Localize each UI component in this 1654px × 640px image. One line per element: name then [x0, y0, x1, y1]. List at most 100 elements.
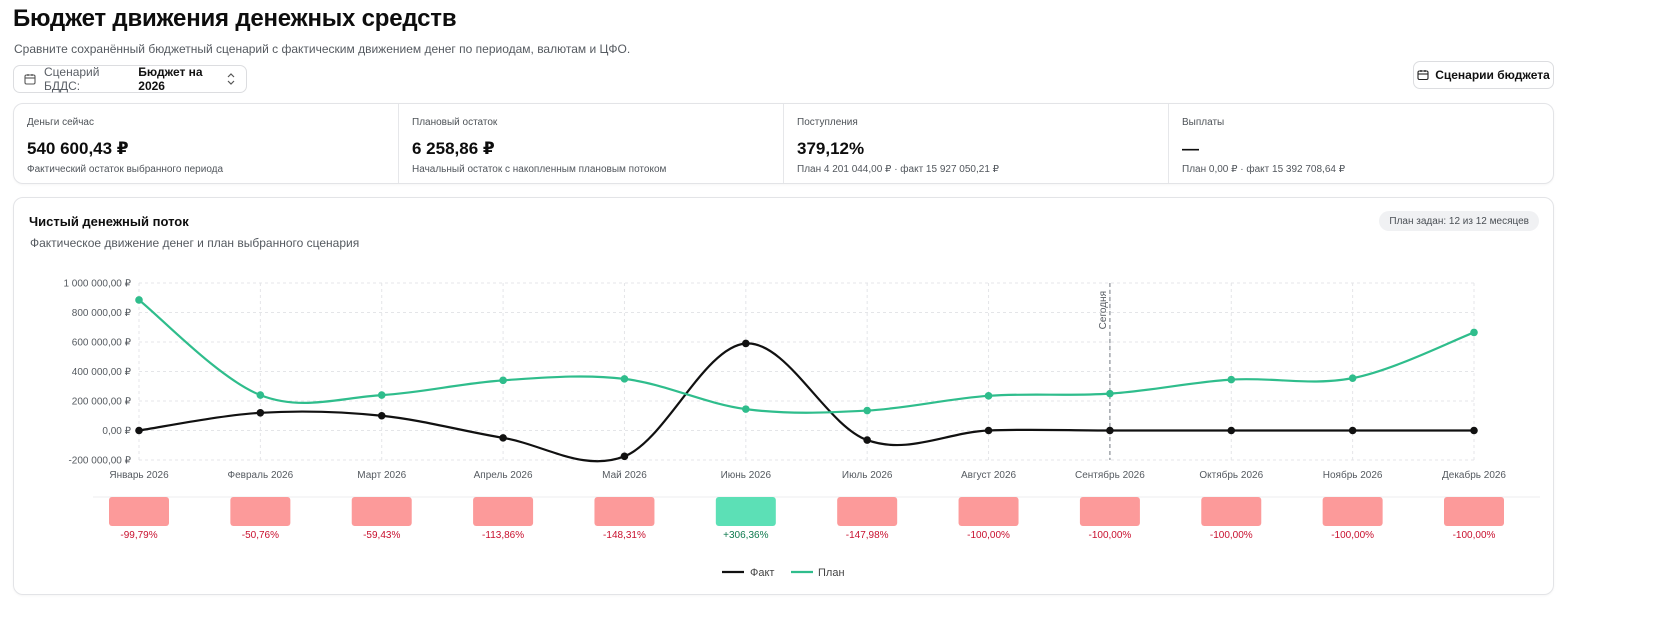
stat-value: 379,12%	[797, 139, 865, 158]
x-tick-label: Февраль 2026	[228, 470, 294, 481]
stat-card-money-now: Деньги сейчас 540 600,43 ₽ Фактический о…	[14, 104, 399, 183]
y-tick-label: 1 000 000,00 ₽	[63, 279, 131, 290]
page-subtitle: Сравните сохранённый бюджетный сценарий …	[14, 42, 631, 56]
data-point-plan	[377, 391, 386, 399]
deviation-bar	[473, 497, 534, 526]
series-line-plan	[138, 299, 1475, 414]
data-point-fact	[1227, 426, 1236, 435]
stat-note: План 0,00 ₽ · факт 15 392 708,64 ₽	[1182, 164, 1346, 175]
deviation-label: -147,98%	[846, 530, 889, 541]
data-point-fact	[1348, 426, 1357, 435]
data-point-fact	[742, 339, 750, 348]
data-point-fact	[620, 452, 629, 461]
data-point-plan	[1227, 375, 1236, 384]
data-point-plan	[620, 375, 629, 383]
data-point-fact	[1106, 426, 1114, 435]
chart-title: Чистый денежный поток	[29, 214, 189, 229]
x-tick-label: Октябрь 2026	[1199, 469, 1263, 481]
deviation-label: +306,36%	[723, 530, 768, 541]
deviation-label: -100,00%	[1089, 530, 1132, 541]
data-point-plan	[984, 392, 993, 400]
y-tick-label: 200 000,00 ₽	[72, 397, 132, 408]
x-tick-label: Апрель 2026	[474, 470, 533, 481]
data-point-plan	[499, 376, 507, 385]
page-title: Бюджет движения денежных средств	[13, 5, 457, 32]
deviation-bar	[109, 497, 169, 526]
data-point-plan	[863, 406, 871, 415]
stat-note: План 4 201 044,00 ₽ · факт 15 927 050,21…	[797, 164, 1000, 175]
stat-title: Деньги сейчас	[27, 117, 94, 128]
deviation-label: -100,00%	[1331, 530, 1374, 541]
data-point-plan	[1348, 374, 1357, 382]
deviation-bar	[351, 497, 412, 526]
net-cash-flow-card: Чистый денежный поток Фактическое движен…	[13, 197, 1554, 595]
scenario-select-value: Бюджет на 2026	[138, 65, 203, 93]
deviation-bar	[715, 497, 776, 526]
data-point-fact	[984, 426, 993, 435]
data-point-fact	[135, 426, 143, 435]
data-point-plan	[1470, 328, 1478, 337]
chart-subtitle: Фактическое движение денег и план выбран…	[30, 236, 360, 250]
scenario-select-label: Сценарий БДДС:	[44, 65, 100, 93]
deviation-bar	[594, 497, 655, 526]
calendar-icon	[24, 73, 36, 85]
deviation-bar	[1444, 497, 1504, 526]
stat-title: Выплаты	[1182, 117, 1225, 128]
stat-card-planned-balance: Плановый остаток 6 258,86 ₽ Начальный ос…	[399, 104, 784, 183]
deviation-label: -100,00%	[1453, 530, 1496, 541]
data-point-fact	[377, 411, 386, 420]
x-tick-label: Июнь 2026	[721, 470, 772, 481]
data-point-plan	[1106, 389, 1114, 398]
deviation-label: -113,86%	[482, 530, 524, 541]
data-point-fact	[499, 434, 507, 442]
y-tick-label: 0,00 ₽	[102, 426, 131, 437]
data-point-fact	[863, 436, 871, 444]
deviation-bar	[837, 497, 898, 526]
legend-label-fact: Факт	[750, 567, 774, 579]
chevron-up-down-icon	[226, 72, 236, 86]
series-line-fact	[138, 342, 1474, 463]
stat-note: Фактический остаток выбранного периода	[27, 164, 224, 175]
stat-title: Плановый остаток	[412, 117, 498, 128]
deviation-bar	[230, 497, 291, 526]
today-marker-label: Сегодня	[1098, 291, 1109, 329]
deviation-bar	[1079, 497, 1140, 526]
deviation-label: -59,43%	[363, 530, 400, 541]
wallet-icon	[1417, 69, 1429, 81]
scenario-select[interactable]: Сценарий БДДС: Бюджет на 2026	[13, 65, 247, 93]
deviation-label: -99,79%	[120, 530, 157, 541]
x-tick-label: Март 2026	[357, 470, 406, 481]
stat-value: 540 600,43 ₽	[27, 139, 129, 158]
data-point-fact	[1470, 426, 1478, 435]
stat-note: Начальный остаток с накопленным плановым…	[412, 164, 667, 175]
stat-value: —	[1182, 139, 1199, 158]
deviation-label: -100,00%	[967, 530, 1010, 541]
x-tick-label: Ноябрь 2026	[1323, 469, 1383, 481]
stat-value: 6 258,86 ₽	[412, 139, 495, 158]
y-tick-label: -200 000,00 ₽	[68, 456, 131, 467]
y-tick-label: 400 000,00 ₽	[72, 367, 132, 378]
x-tick-label: Май 2026	[602, 470, 647, 481]
x-tick-label: Январь 2026	[109, 470, 169, 481]
x-tick-label: Июль 2026	[842, 470, 893, 481]
stat-title: Поступления	[797, 117, 858, 128]
scenarios-button-label: Сценарии бюджета	[1435, 68, 1550, 82]
deviation-label: -50,76%	[242, 530, 279, 541]
legend-label-plan: План	[818, 567, 845, 579]
x-tick-label: Август 2026	[961, 470, 1017, 481]
deviation-bar	[1322, 497, 1383, 526]
data-point-fact	[256, 409, 265, 417]
stat-card-payments: Выплаты — План 0,00 ₽ · факт 15 392 708,…	[1169, 104, 1553, 183]
x-tick-label: Декабрь 2026	[1442, 469, 1506, 481]
deviation-label: -148,31%	[603, 530, 646, 541]
deviation-label: -100,00%	[1210, 530, 1253, 541]
deviation-bar	[1201, 497, 1262, 526]
stat-card-income: Поступления 379,12% План 4 201 044,00 ₽ …	[784, 104, 1169, 183]
plan-status-badge: План задан: 12 из 12 месяцев	[1379, 211, 1539, 231]
scenarios-button[interactable]: Сценарии бюджета	[1413, 61, 1554, 89]
data-point-plan	[256, 391, 265, 399]
data-point-plan	[742, 405, 750, 413]
y-tick-label: 800 000,00 ₽	[72, 308, 132, 319]
x-tick-label: Сентябрь 2026	[1075, 469, 1145, 481]
